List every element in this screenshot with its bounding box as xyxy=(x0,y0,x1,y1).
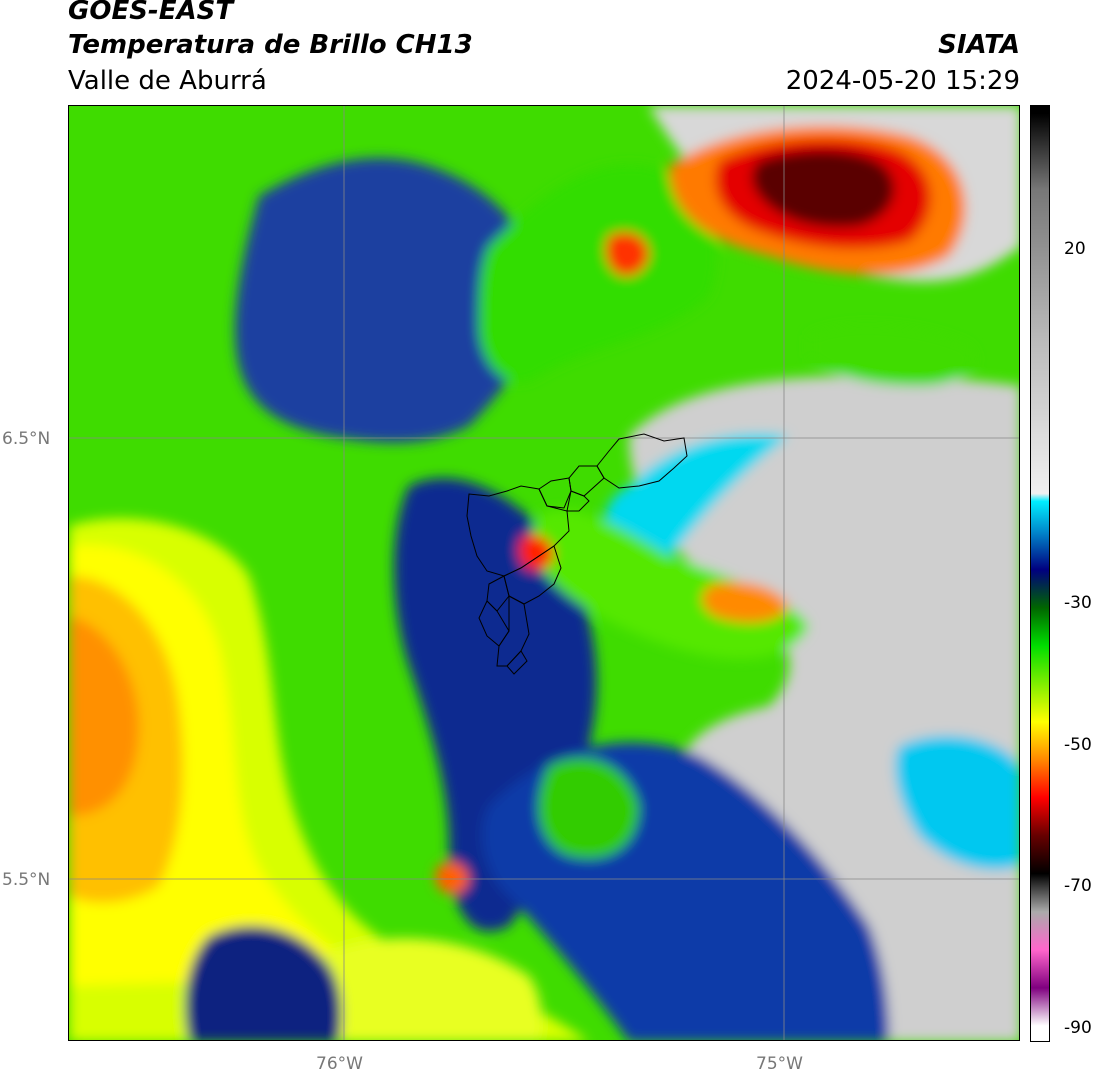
lat-label-5.5: 5.5°N xyxy=(2,870,51,890)
deep-convection-core xyxy=(752,150,895,228)
green-patch-south xyxy=(538,758,639,859)
convective-band-north xyxy=(235,157,541,443)
convective-cell-east xyxy=(702,582,789,623)
title-satellite: GOES-EAST xyxy=(68,0,234,26)
convective-cell-south xyxy=(435,861,469,895)
convective-cell-aburra xyxy=(518,534,554,571)
title-product: Temperatura de Brillo CH13 xyxy=(68,30,473,60)
cyan-cloud-edge xyxy=(605,433,789,565)
cyan-cloud-edge-east xyxy=(895,735,1019,870)
south-yellow xyxy=(319,938,542,1040)
green-plume-northeast xyxy=(809,325,976,386)
colorbar xyxy=(1030,105,1050,1042)
lon-label-75w: 75°W xyxy=(756,1054,803,1074)
green-tongue-north xyxy=(479,164,717,383)
subtitle-region: Valle de Aburrá xyxy=(68,66,267,96)
cloud-field-east xyxy=(629,376,1019,1040)
convective-cell-west xyxy=(605,232,649,276)
warm-orange-core xyxy=(69,616,139,816)
lon-label-76w: 76°W xyxy=(316,1054,363,1074)
colorbar-tick-minus70: -70 xyxy=(1064,876,1092,896)
colorbar-gradient xyxy=(1031,106,1049,1041)
municipal-boundaries xyxy=(466,433,688,675)
map-canvas xyxy=(69,106,1019,1040)
lat-label-6.5: 6.5°N xyxy=(2,429,51,449)
convective-band-southwest xyxy=(185,926,342,1040)
organization-label: SIATA xyxy=(938,30,1020,60)
datetime-label: 2024-05-20 15:29 xyxy=(785,66,1020,96)
colorbar-tick-minus90: -90 xyxy=(1064,1018,1092,1038)
colorbar-tick-minus50: -50 xyxy=(1064,735,1092,755)
satellite-map xyxy=(68,105,1020,1041)
colorbar-tick-20: 20 xyxy=(1064,239,1086,259)
colorbar-tick-minus30: -30 xyxy=(1064,593,1092,613)
